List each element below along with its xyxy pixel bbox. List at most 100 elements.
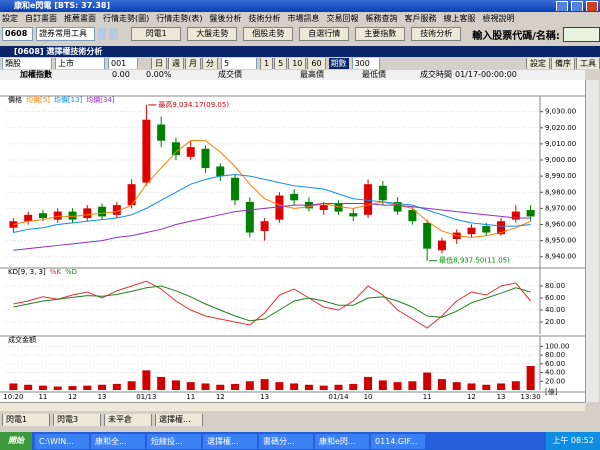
icon[interactable]: [97, 28, 107, 40]
bar: [157, 376, 166, 390]
task-item[interactable]: 康和全...: [91, 433, 145, 449]
info-label: 成交時間: [420, 70, 452, 79]
menu-item[interactable]: 行情走勢(表): [156, 14, 203, 23]
annotation: 最低8,937.50(11.05): [439, 256, 510, 265]
bar: [38, 385, 47, 390]
menu-item[interactable]: 盤後分析: [209, 14, 242, 23]
candle-body: [245, 201, 254, 233]
y-tick-label: 8,980.00: [545, 188, 576, 196]
chart: 9,030.00 9,020.00 9,010.00 9,000.00 8,990.00…: [0, 80, 585, 402]
candle-body: [393, 201, 402, 212]
code-select[interactable]: 001: [108, 58, 138, 69]
info-value: 01/17-00:00:00: [455, 70, 517, 79]
bar: [260, 379, 269, 390]
vertical-scrollbar[interactable]: [585, 80, 599, 402]
bar: [497, 383, 506, 390]
candle-body: [511, 211, 520, 220]
bar: [201, 383, 210, 390]
bar: [482, 384, 491, 390]
minimize[interactable]: [556, 1, 568, 11]
task-item[interactable]: C:\WIN...: [35, 433, 89, 449]
x-tick-label: 12: [467, 393, 476, 401]
period-button[interactable]: 月: [185, 58, 201, 69]
period-button[interactable]: 分: [202, 58, 218, 69]
market-select[interactable]: 上市: [55, 58, 105, 69]
minute-button[interactable]: 1: [260, 58, 274, 69]
toolbar-button[interactable]: 大盤走勢: [187, 27, 238, 41]
info-label: 最高價: [300, 70, 324, 79]
maximize[interactable]: [571, 1, 583, 11]
tools-select[interactable]: 證券常用工具: [36, 27, 95, 41]
menu-item[interactable]: 行情走勢(圖): [103, 14, 150, 23]
info-label: 最低價: [362, 70, 386, 79]
search-label: 輸入股票代碼/名稱:: [472, 30, 560, 42]
menu-bar: 設定 自訂畫面 推薦畫面 行情走勢(圖) 行情走勢(表) 盤後分析 技術分析 市場訊息 交易回報…: [2, 13, 600, 24]
horizontal-scrollbar[interactable]: [0, 402, 585, 411]
y-tick-label: 80.00: [545, 282, 565, 290]
info-label: 加權指數: [20, 70, 52, 79]
icon[interactable]: [109, 28, 119, 40]
task-item[interactable]: 短線投...: [147, 433, 201, 449]
bar: [275, 382, 284, 390]
menu-item[interactable]: 自訂畫面: [25, 14, 57, 23]
tab[interactable]: 閃電3: [53, 414, 101, 426]
toolbar-button[interactable]: 閃電1: [131, 27, 182, 41]
title-bar: 康和e閃電 [BTS: 37.38]: [0, 0, 600, 12]
toolbar-button[interactable]: 自選行情: [299, 27, 350, 41]
minute-button[interactable]: 60: [307, 58, 326, 69]
window-title: 康和e閃電 [BTS: 37.38]: [14, 1, 111, 10]
toolbar-button[interactable]: 個股走勢: [243, 27, 294, 41]
interval-select[interactable]: 5: [221, 58, 257, 69]
search-input[interactable]: [562, 26, 600, 42]
candle-body: [319, 205, 328, 210]
panel-controls: 類股 上市 001 日週月分 5 1 5 10 60 期數 300 設定 備序 工具: [2, 58, 600, 69]
candle-body: [364, 184, 373, 215]
task-item[interactable]: 0114.GIF...: [371, 433, 425, 449]
action-button[interactable]: 設定: [526, 58, 550, 69]
minute-button[interactable]: 5: [274, 58, 288, 69]
candle-body: [290, 193, 299, 201]
count-input[interactable]: 300: [351, 58, 380, 69]
task-item[interactable]: 書碼分...: [259, 433, 313, 449]
tab[interactable]: 選擇權...: [155, 414, 203, 426]
sector-select[interactable]: 類股: [2, 58, 52, 69]
minute-button[interactable]: 10: [288, 58, 307, 69]
menu-item[interactable]: 客戶服務: [404, 14, 437, 23]
candle-body: [334, 203, 343, 212]
code-input[interactable]: 0608: [2, 27, 34, 41]
bar: [83, 385, 92, 390]
actions: 設定 備序 工具: [526, 58, 600, 69]
period-button[interactable]: 週: [168, 58, 184, 69]
y-tick-label: 9,030.00: [545, 108, 576, 116]
menu-item[interactable]: 設定: [2, 14, 18, 23]
bar: [319, 385, 328, 390]
menu-item[interactable]: 帳務查詢: [365, 14, 398, 23]
tab[interactable]: 閃電1: [2, 414, 50, 426]
toolbar-button[interactable]: 技術分析: [411, 27, 462, 41]
action-button[interactable]: 工具: [576, 58, 600, 69]
x-tick-label: 12: [216, 393, 225, 401]
task-item[interactable]: 康和e閃...: [315, 433, 369, 449]
menu-item[interactable]: 交易回報: [326, 14, 359, 23]
menu-item[interactable]: 檢視說明: [482, 14, 515, 23]
task-item[interactable]: 選擇權...: [203, 433, 257, 449]
y-tick-label: 40.00: [545, 369, 565, 377]
action-button[interactable]: 備序: [551, 58, 575, 69]
close[interactable]: [586, 1, 598, 11]
line: [13, 174, 531, 234]
menu-item[interactable]: 技術分析: [248, 14, 281, 23]
bar: [423, 372, 432, 390]
menu-item[interactable]: 線上客服: [443, 14, 476, 23]
toolbar-button[interactable]: 主要指數: [355, 27, 406, 41]
menu-item[interactable]: 市場訊息: [287, 14, 320, 23]
info-row: 加權指數 0.00 0.00% 成交價 最高價 最低價 成交時間 01/17-0…: [0, 70, 585, 80]
bar: [304, 384, 313, 390]
bar: [349, 383, 358, 390]
period-button[interactable]: 日: [151, 58, 167, 69]
tab[interactable]: 未平倉: [104, 414, 152, 426]
bar: [68, 386, 77, 390]
menu-item[interactable]: 推薦畫面: [64, 14, 96, 23]
bar: [142, 370, 151, 390]
start-button[interactable]: 開始: [0, 432, 32, 450]
